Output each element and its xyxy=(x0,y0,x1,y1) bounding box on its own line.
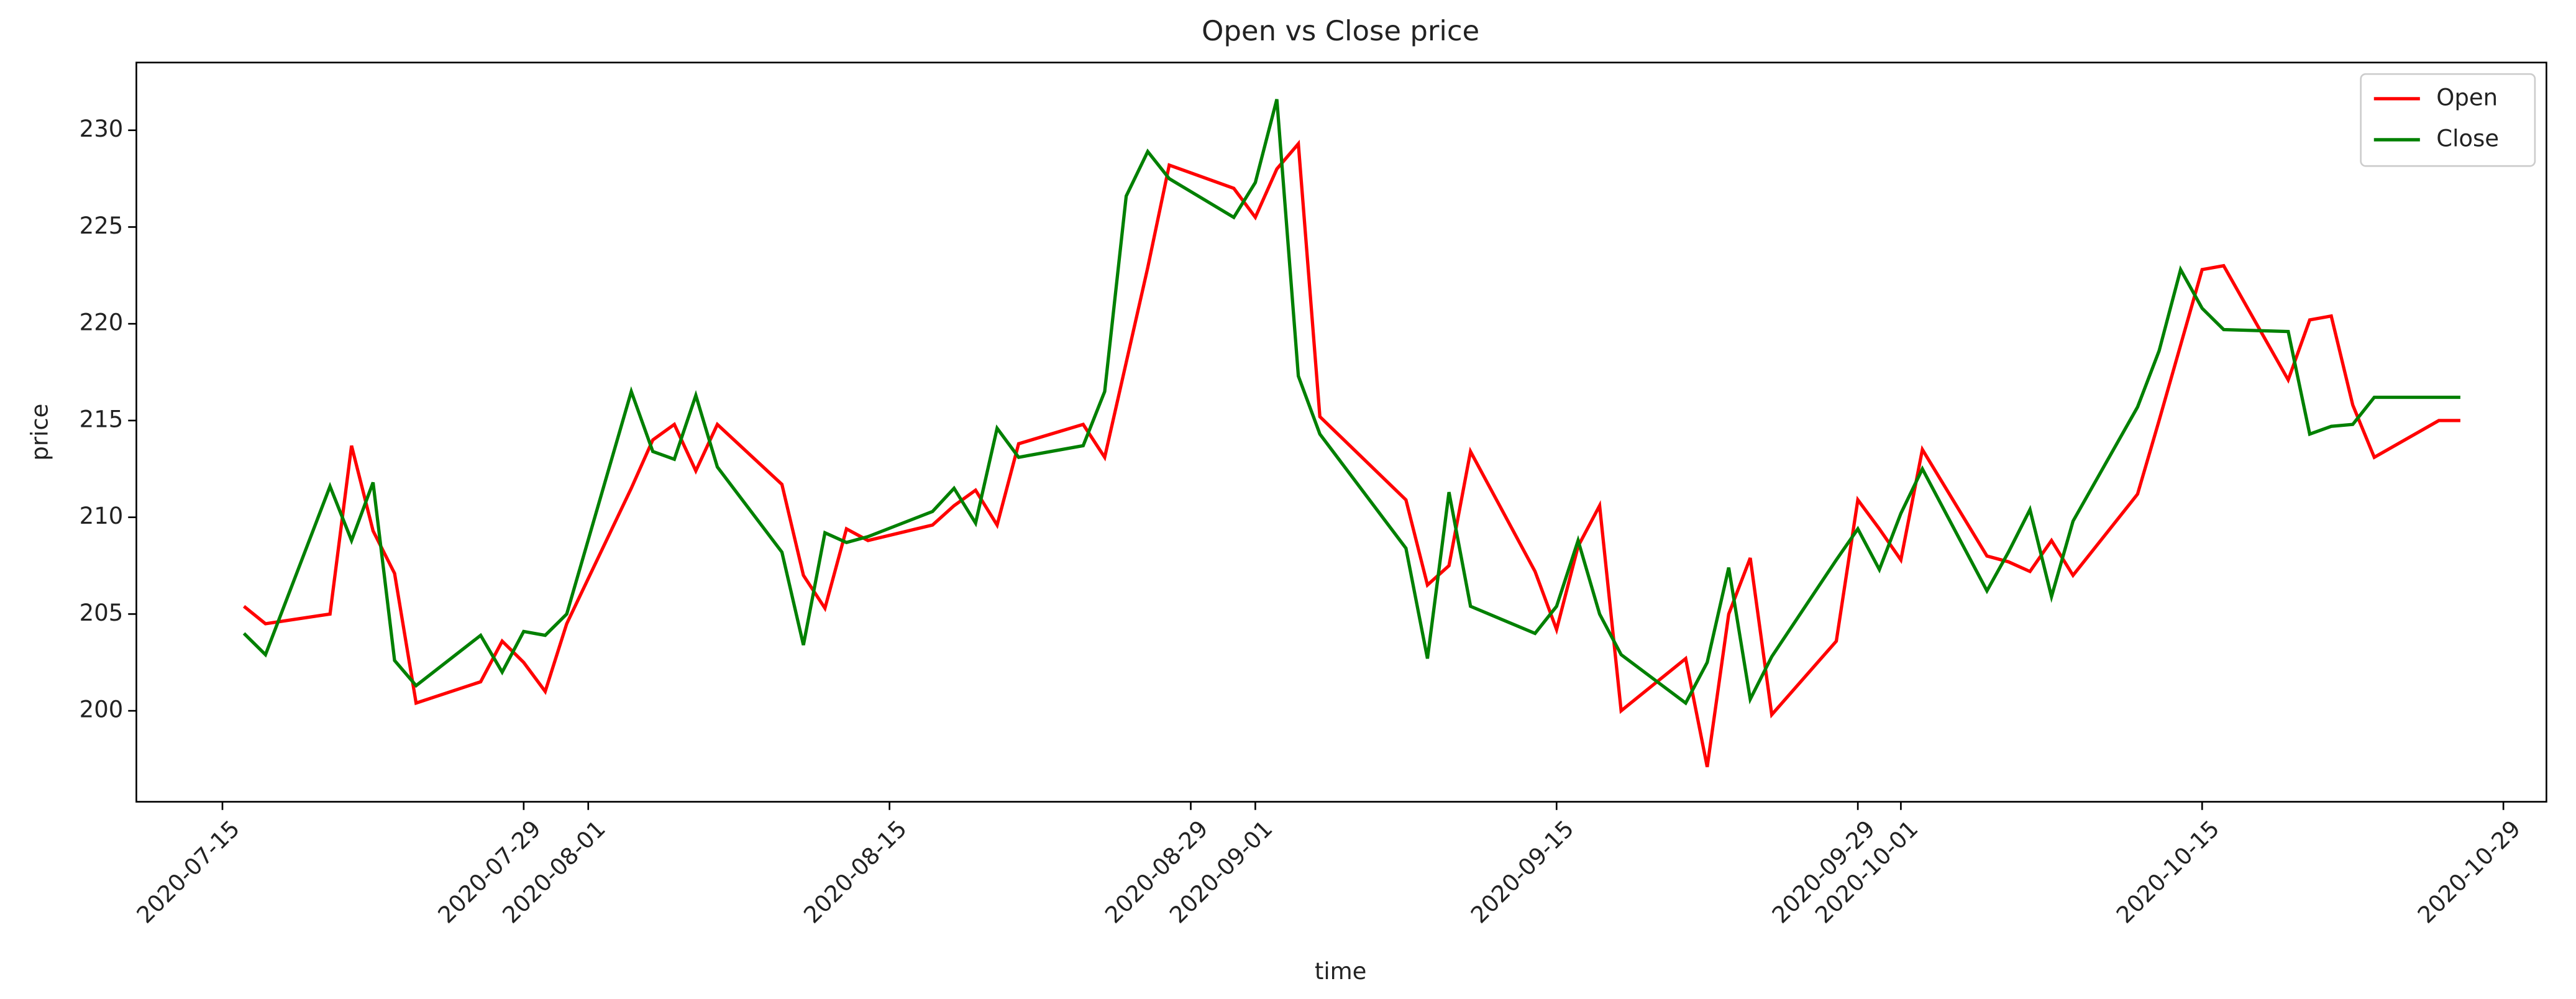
y-tick-label: 200 xyxy=(80,696,124,723)
y-tick-label: 220 xyxy=(80,309,124,336)
x-tick-label: 2020-08-15 xyxy=(798,815,911,928)
x-tick-label: 2020-09-15 xyxy=(1466,815,1579,928)
plot-frame xyxy=(135,62,2547,803)
y-tick-label: 215 xyxy=(80,406,124,432)
y-axis-label: price xyxy=(27,404,53,461)
x-tick-label: 2020-10-15 xyxy=(2111,815,2224,928)
legend-label: Open xyxy=(2436,84,2498,111)
x-axis-label: time xyxy=(1315,958,1367,985)
series-line xyxy=(242,139,2460,767)
y-tick-label: 205 xyxy=(80,600,124,626)
x-tick-label: 2020-10-29 xyxy=(2413,815,2526,928)
series-line xyxy=(242,99,2460,706)
y-tick-label: 225 xyxy=(80,212,124,239)
y-tick-label: 230 xyxy=(80,116,124,142)
x-tick-label: 2020-07-15 xyxy=(132,815,245,928)
y-tick-label: 210 xyxy=(80,503,124,529)
chart-title: Open vs Close price xyxy=(1202,14,1479,47)
legend-label: Close xyxy=(2436,125,2499,152)
